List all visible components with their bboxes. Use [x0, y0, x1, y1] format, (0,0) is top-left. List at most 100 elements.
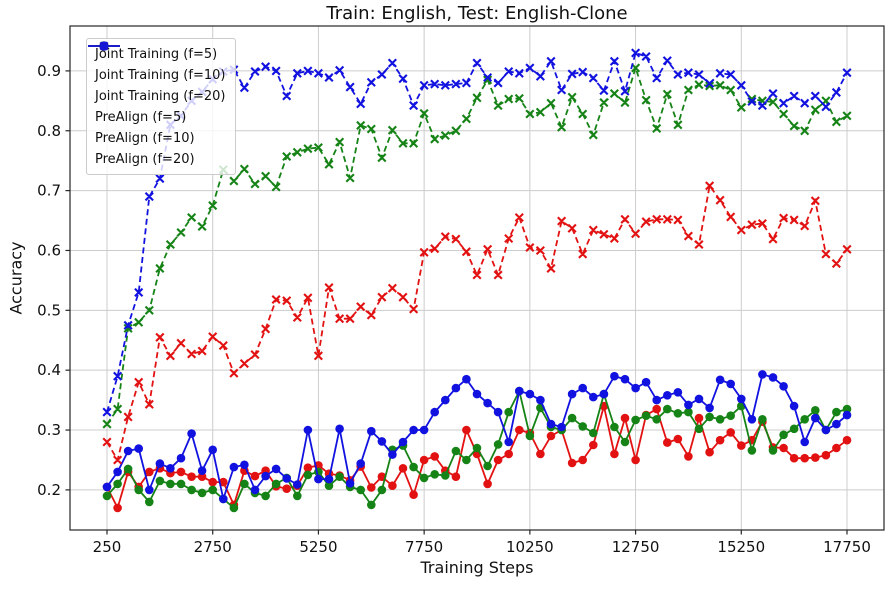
data-point-circle	[832, 443, 841, 453]
data-point-circle	[821, 450, 831, 460]
data-point-circle	[176, 453, 186, 463]
legend-label: Joint Training (f=20)	[95, 88, 226, 104]
data-point-circle	[789, 453, 799, 463]
data-point-circle	[324, 481, 334, 491]
data-point-circle	[208, 485, 217, 495]
data-point-circle	[113, 479, 122, 489]
data-point-circle	[430, 470, 440, 479]
data-point-circle	[261, 471, 270, 481]
data-point-circle	[631, 415, 640, 425]
data-point-circle	[176, 467, 186, 477]
data-point-circle	[388, 481, 397, 491]
data-point-circle	[705, 447, 714, 457]
legend-label: PreAlign (f=5)	[95, 109, 187, 125]
data-point-circle	[451, 472, 461, 482]
data-point-circle	[811, 413, 820, 423]
legend-label: Joint Training (f=10)	[95, 67, 226, 83]
data-point-circle	[102, 482, 112, 492]
data-point-circle	[768, 373, 778, 382]
legend-item-prealign-f-10-: PreAlign (f=10)	[88, 41, 225, 147]
y-tick-label: 0.6	[37, 241, 61, 259]
legend: Joint Training (f=5) Joint Training (f=10…	[86, 38, 237, 175]
data-point-circle	[610, 371, 619, 381]
legend-item-prealign-f-5-: PreAlign (f=5)	[88, 41, 225, 126]
y-tick-label: 0.9	[37, 62, 61, 80]
data-point-circle	[705, 403, 714, 413]
data-point-circle	[314, 474, 323, 484]
data-point-circle	[123, 446, 133, 456]
data-point-circle	[261, 491, 270, 501]
data-point-circle	[219, 494, 228, 504]
data-point-circle	[684, 400, 693, 410]
data-point-circle	[515, 425, 524, 435]
data-point-circle	[715, 415, 725, 424]
data-point-circle	[737, 394, 746, 404]
data-point-circle	[726, 428, 735, 437]
x-tick-label: 250	[93, 538, 122, 556]
data-point-circle	[303, 425, 313, 435]
data-point-circle	[663, 438, 672, 447]
data-point-circle	[451, 383, 461, 393]
data-point-circle	[779, 382, 788, 391]
data-point-circle	[504, 407, 513, 417]
data-point-circle	[557, 422, 566, 432]
data-point-circle	[462, 374, 471, 384]
data-point-circle	[462, 455, 471, 465]
data-point-circle	[123, 464, 133, 474]
data-point-circle	[515, 386, 524, 396]
data-point-circle	[610, 422, 619, 432]
data-point-circle	[208, 477, 217, 487]
data-point-circle	[441, 395, 450, 405]
data-point-circle	[800, 437, 809, 447]
data-point-circle	[589, 428, 598, 438]
data-point-circle	[789, 424, 799, 434]
data-point-circle	[536, 395, 545, 405]
data-point-circle	[694, 394, 704, 404]
data-point-circle	[758, 415, 767, 424]
data-point-circle	[694, 424, 704, 434]
data-point-circle	[737, 441, 746, 450]
data-point-circle	[525, 389, 535, 399]
data-point-circle	[419, 473, 429, 483]
y-tick-label: 0.2	[37, 481, 61, 499]
data-point-circle	[800, 453, 809, 463]
data-point-circle	[293, 491, 302, 501]
data-point-circle	[451, 446, 461, 456]
data-point-circle	[620, 374, 630, 384]
data-point-circle	[758, 370, 767, 379]
y-tick-label: 0.3	[37, 421, 61, 439]
x-tick-label: 5250	[299, 538, 337, 556]
data-point-circle	[282, 484, 292, 494]
data-point-circle	[419, 425, 429, 435]
data-point-circle	[155, 459, 165, 468]
data-point-circle	[398, 437, 408, 447]
data-point-circle	[652, 415, 661, 424]
data-point-circle	[293, 480, 302, 489]
data-point-circle	[641, 377, 651, 387]
data-point-circle	[589, 392, 598, 402]
data-point-circle	[684, 452, 693, 461]
data-point-circle	[578, 383, 587, 393]
data-point-circle	[409, 425, 418, 435]
data-point-circle	[536, 449, 545, 459]
data-point-circle	[663, 391, 672, 400]
data-point-circle	[134, 444, 143, 453]
data-point-circle	[567, 458, 577, 468]
data-point-circle	[842, 435, 852, 445]
data-point-circle	[271, 479, 281, 489]
data-point-circle	[800, 415, 809, 424]
legend-label: Joint Training (f=5)	[95, 46, 218, 62]
data-point-circle	[197, 488, 207, 498]
data-point-circle	[145, 467, 154, 477]
data-point-circle	[567, 389, 577, 399]
data-point-circle	[821, 425, 831, 435]
data-point-circle	[589, 440, 598, 450]
data-point-circle	[652, 404, 661, 414]
data-point-circle	[187, 485, 196, 495]
data-point-circle	[430, 452, 440, 461]
data-point-circle	[430, 407, 440, 417]
data-point-circle	[303, 470, 313, 480]
data-point-circle	[620, 413, 630, 423]
data-point-circle	[599, 389, 609, 399]
